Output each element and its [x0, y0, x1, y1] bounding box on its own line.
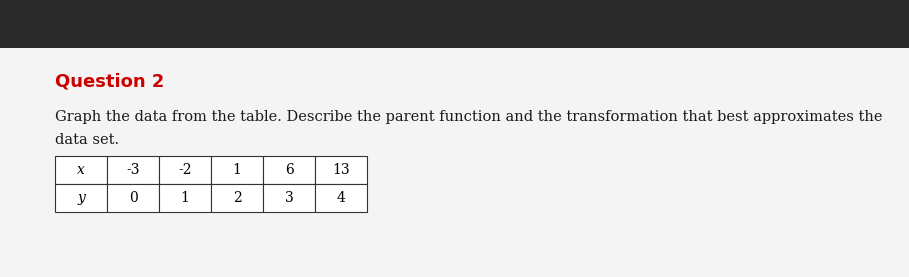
Text: 0: 0 [129, 191, 137, 206]
Bar [211, 184, 263, 212]
Bar [315, 157, 367, 184]
Bar [55, 184, 107, 212]
Bar [107, 157, 159, 184]
Text: 1: 1 [181, 191, 189, 206]
Text: -3: -3 [126, 163, 140, 178]
Bar [263, 157, 315, 184]
Bar [263, 184, 315, 212]
Text: 1: 1 [233, 163, 242, 178]
Text: data set.: data set. [55, 134, 119, 147]
Bar [0, 48, 909, 277]
Bar [55, 157, 107, 184]
Text: x: x [77, 163, 85, 178]
Text: Graph the data from the table. Describe the parent function and the transformati: Graph the data from the table. Describe … [55, 111, 883, 124]
Bar [159, 184, 211, 212]
Bar [107, 184, 159, 212]
Bar [211, 157, 263, 184]
Bar [0, 0, 909, 48]
Text: y: y [77, 191, 85, 206]
Bar [315, 184, 367, 212]
Bar [159, 157, 211, 184]
Text: 6: 6 [285, 163, 294, 178]
Text: 2: 2 [233, 191, 242, 206]
Text: 3: 3 [285, 191, 294, 206]
Text: 4: 4 [336, 191, 345, 206]
Text: Question 2: Question 2 [55, 73, 165, 91]
Text: -2: -2 [178, 163, 192, 178]
Text: 13: 13 [332, 163, 350, 178]
